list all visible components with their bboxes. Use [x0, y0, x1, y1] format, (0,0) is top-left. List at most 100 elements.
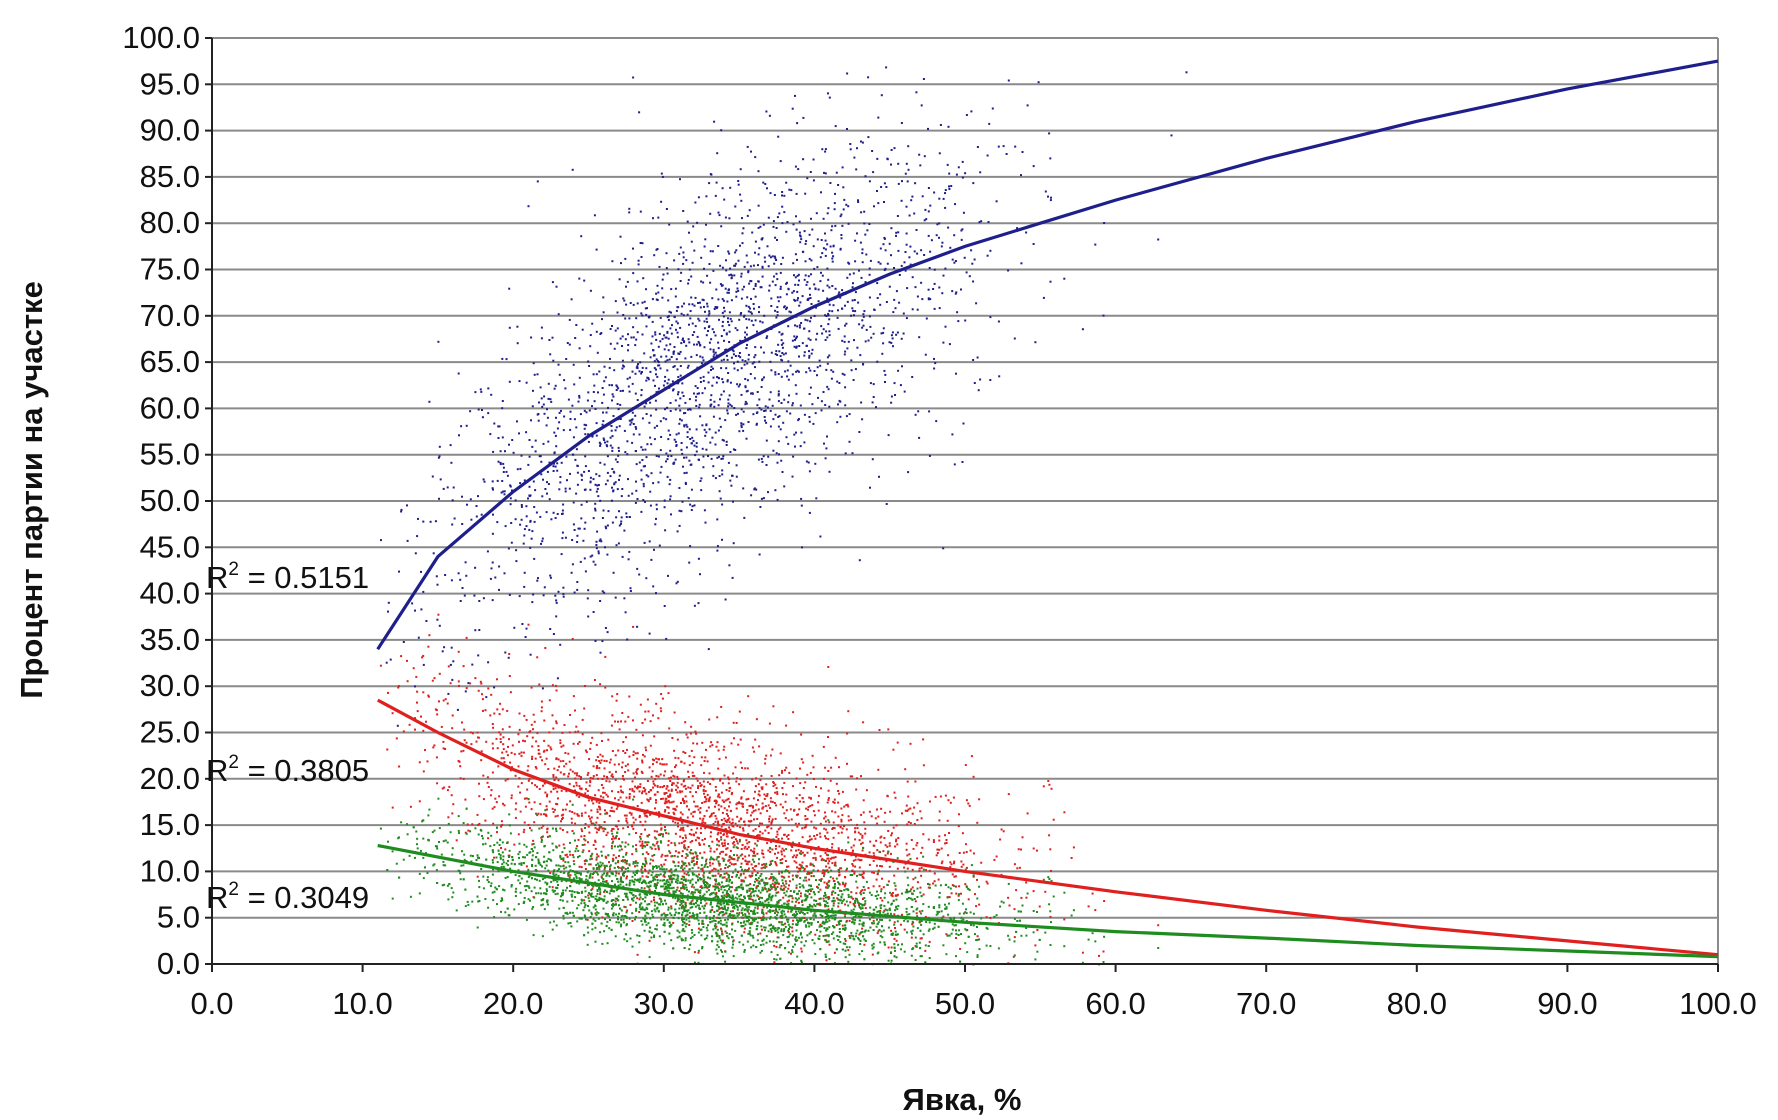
data-point: [804, 781, 807, 784]
data-point: [691, 899, 694, 902]
data-point: [756, 404, 759, 407]
data-point: [661, 278, 664, 281]
data-point: [799, 867, 802, 870]
data-point: [731, 886, 733, 889]
data-point: [575, 781, 578, 784]
data-point: [547, 440, 550, 443]
data-point: [763, 416, 766, 418]
data-point: [896, 843, 899, 846]
data-point: [818, 832, 821, 835]
data-point: [969, 849, 972, 852]
data-point: [781, 256, 784, 259]
data-point: [528, 455, 531, 458]
data-point: [819, 855, 822, 858]
data-point: [921, 846, 924, 849]
data-point: [638, 840, 641, 843]
data-point: [676, 331, 679, 334]
data-point: [709, 398, 712, 401]
data-point: [453, 517, 456, 520]
data-point: [705, 317, 708, 320]
data-point: [427, 694, 430, 697]
data-point: [1025, 231, 1028, 234]
data-point: [568, 760, 571, 763]
data-point: [643, 541, 646, 544]
data-point: [808, 420, 811, 423]
data-point: [580, 812, 583, 815]
data-point: [890, 163, 892, 166]
data-point: [905, 317, 908, 320]
data-point: [786, 375, 789, 378]
data-point: [761, 908, 764, 911]
data-point: [641, 242, 644, 245]
data-point: [604, 809, 606, 812]
data-point: [901, 913, 903, 916]
data-point: [817, 288, 820, 291]
data-point: [499, 733, 502, 736]
data-point: [807, 808, 809, 811]
data-point: [745, 437, 748, 440]
data-point: [643, 812, 646, 815]
data-point: [498, 731, 501, 734]
data-point: [939, 795, 942, 798]
data-point: [648, 421, 651, 424]
data-point: [960, 892, 962, 895]
data-point: [740, 275, 743, 278]
data-point: [830, 766, 833, 769]
data-point: [554, 517, 557, 519]
data-point: [925, 218, 928, 221]
data-point: [717, 840, 720, 843]
data-point: [615, 872, 618, 875]
data-point: [783, 398, 786, 401]
data-point: [950, 892, 953, 895]
data-point: [834, 862, 837, 865]
data-point: [720, 927, 722, 930]
data-point: [535, 767, 538, 770]
data-point: [594, 408, 597, 410]
data-point: [825, 859, 827, 862]
data-point: [811, 403, 814, 406]
data-point: [638, 816, 641, 819]
data-point: [682, 395, 685, 397]
data-point: [927, 886, 930, 889]
data-point: [592, 822, 595, 825]
data-point: [803, 230, 806, 233]
data-point: [797, 419, 800, 422]
data-point: [850, 891, 853, 894]
data-point: [755, 718, 758, 721]
data-point: [599, 808, 602, 811]
data-point: [777, 901, 780, 904]
data-point: [627, 558, 630, 561]
data-point: [471, 663, 474, 666]
data-point: [809, 863, 812, 866]
data-point: [885, 860, 888, 863]
data-point: [972, 280, 975, 283]
data-point: [608, 780, 611, 783]
data-point: [462, 665, 465, 668]
data-point: [744, 767, 747, 770]
data-point: [675, 805, 678, 808]
data-point: [871, 953, 874, 956]
data-point: [656, 791, 659, 793]
data-point: [847, 949, 850, 952]
data-point: [667, 299, 670, 302]
data-point: [774, 353, 777, 356]
data-point: [751, 746, 754, 749]
data-point: [694, 399, 697, 402]
data-point: [916, 819, 919, 821]
data-point: [823, 873, 826, 876]
data-point: [649, 490, 652, 493]
data-point: [438, 497, 440, 500]
data-point: [923, 254, 926, 256]
data-point: [652, 786, 654, 789]
data-point: [682, 797, 684, 800]
data-point: [789, 808, 792, 811]
data-point: [760, 386, 763, 388]
data-point: [644, 746, 647, 749]
data-point: [972, 852, 975, 855]
data-point: [449, 682, 452, 685]
data-point: [738, 318, 741, 321]
data-point: [601, 318, 603, 321]
data-point: [559, 742, 562, 745]
data-point: [894, 927, 896, 929]
data-point: [642, 277, 645, 280]
